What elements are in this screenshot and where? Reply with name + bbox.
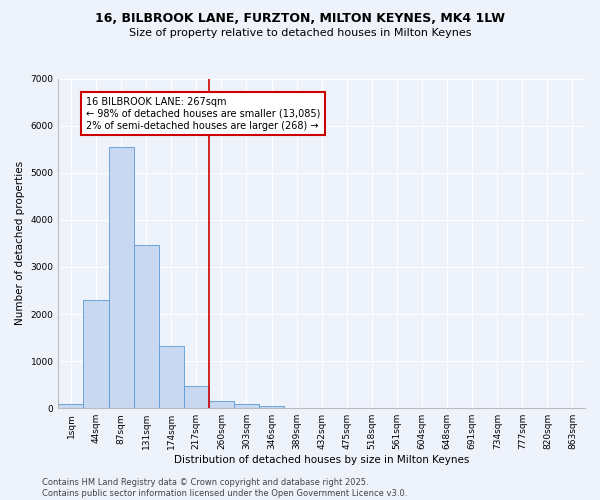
Bar [259, 406, 284, 408]
Text: 16, BILBROOK LANE, FURZTON, MILTON KEYNES, MK4 1LW: 16, BILBROOK LANE, FURZTON, MILTON KEYNE… [95, 12, 505, 26]
Bar [234, 404, 259, 408]
Bar [58, 404, 83, 408]
X-axis label: Distribution of detached houses by size in Milton Keynes: Distribution of detached houses by size … [174, 455, 469, 465]
Text: Size of property relative to detached houses in Milton Keynes: Size of property relative to detached ho… [129, 28, 471, 38]
Y-axis label: Number of detached properties: Number of detached properties [15, 162, 25, 326]
Bar [109, 147, 134, 408]
Text: 16 BILBROOK LANE: 267sqm
← 98% of detached houses are smaller (13,085)
2% of sem: 16 BILBROOK LANE: 267sqm ← 98% of detach… [86, 98, 320, 130]
Bar [209, 401, 234, 408]
Bar [83, 300, 109, 408]
Text: Contains HM Land Registry data © Crown copyright and database right 2025.
Contai: Contains HM Land Registry data © Crown c… [42, 478, 407, 498]
Bar [184, 386, 209, 408]
Bar [159, 346, 184, 408]
Bar [134, 245, 159, 408]
